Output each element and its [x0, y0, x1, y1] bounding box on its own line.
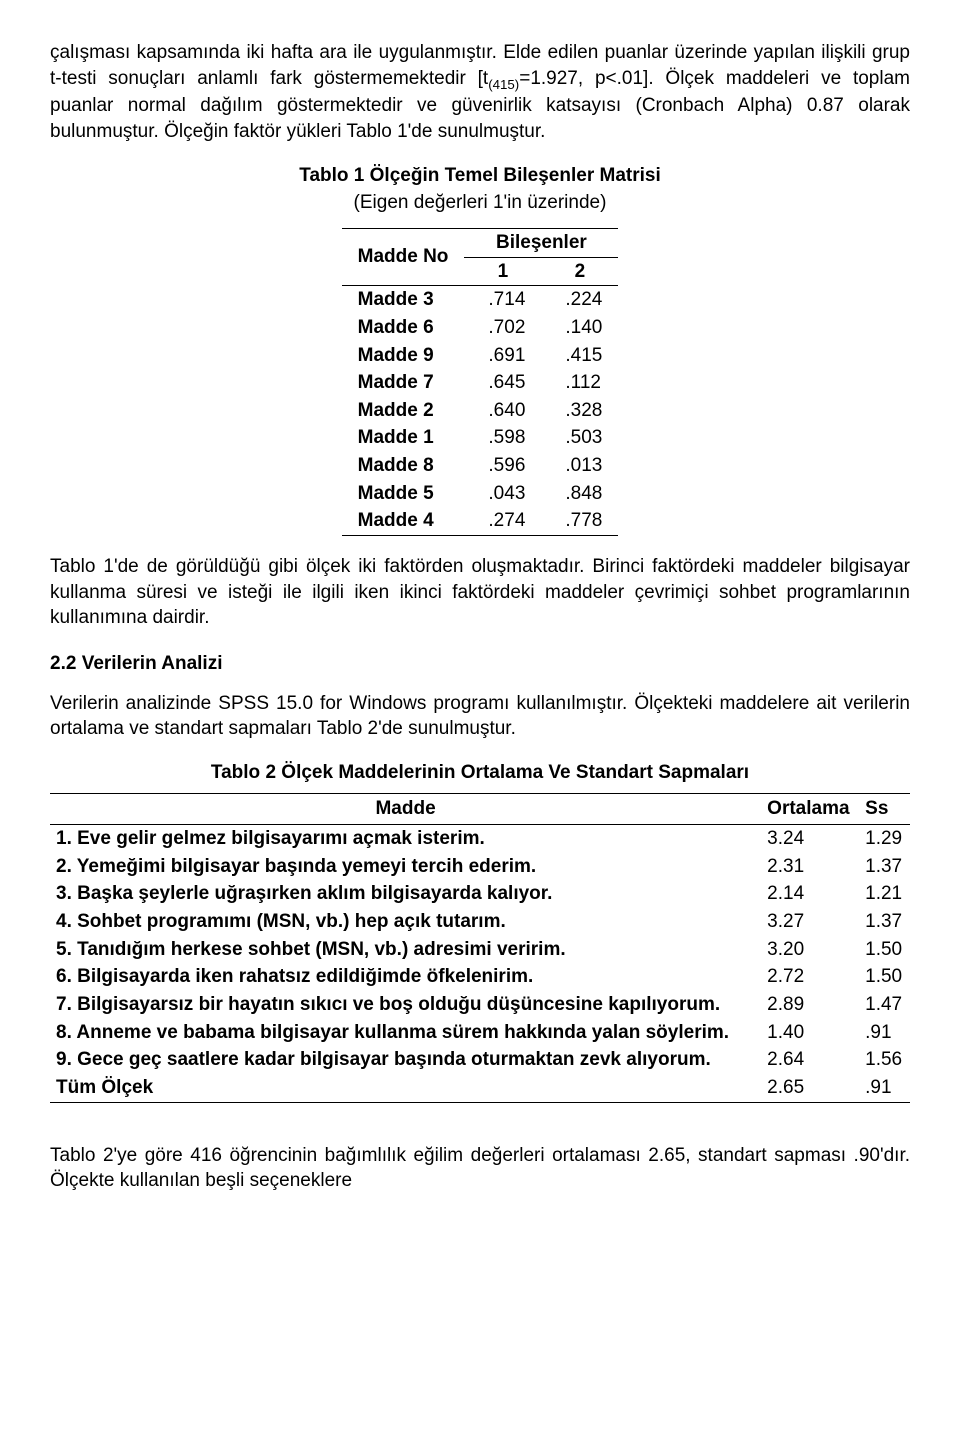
t2-item: 3. Başka şeylerle uğraşırken aklım bilgi… [50, 880, 761, 908]
t1-c2: 2 [541, 257, 618, 286]
t1-c1: 1 [464, 257, 541, 286]
t1-val1: .640 [464, 397, 541, 425]
t2-ort: 2.14 [761, 880, 859, 908]
t2-item: 4. Sohbet programımı (MSN, vb.) hep açık… [50, 908, 761, 936]
t2-ort: 3.27 [761, 908, 859, 936]
table1-title: Tablo 1 Ölçeğin Temel Bileşenler Matrisi [50, 163, 910, 189]
t1-val1: .274 [464, 507, 541, 535]
t1-val1: .714 [464, 286, 541, 314]
para2: Tablo 1'de de görüldüğü gibi ölçek iki f… [50, 554, 910, 631]
t2-ss: .91 [859, 1074, 910, 1102]
t1-item: Madde 1 [342, 424, 465, 452]
table1-row: Madde 9.691.415 [342, 342, 619, 370]
t1-val1: .596 [464, 452, 541, 480]
table1-subtitle: (Eigen değerleri 1'in üzerinde) [50, 190, 910, 216]
t2-ort: 2.64 [761, 1046, 859, 1074]
t1-h-biles: Bileşenler [464, 228, 618, 257]
t2-ss: 1.47 [859, 991, 910, 1019]
t1-item: Madde 4 [342, 507, 465, 535]
table2-row: 9. Gece geç saatlere kadar bilgisayar ba… [50, 1046, 910, 1074]
p1sub: (415) [488, 76, 519, 91]
t1-val1: .702 [464, 314, 541, 342]
t2-ort: 3.20 [761, 936, 859, 964]
t2-h-madde: Madde [50, 794, 761, 825]
t1-h-madde: Madde No [342, 228, 465, 285]
t2-item: 1. Eve gelir gelmez bilgisayarımı açmak … [50, 825, 761, 853]
t2-ss: 1.50 [859, 936, 910, 964]
t2-ss: 1.50 [859, 963, 910, 991]
t2-item: 2. Yemeğimi bilgisayar başında yemeyi te… [50, 853, 761, 881]
t2-h-ss: Ss [859, 794, 910, 825]
t2-ort: 2.65 [761, 1074, 859, 1102]
table1-row: Madde 1.598.503 [342, 424, 619, 452]
table2-row: 5. Tanıdığım herkese sohbet (MSN, vb.) a… [50, 936, 910, 964]
t1-val2: .848 [541, 480, 618, 508]
t2-item: 6. Bilgisayarda iken rahatsız edildiğimd… [50, 963, 761, 991]
table2-row: 8. Anneme ve babama bilgisayar kullanma … [50, 1019, 910, 1047]
table2-row: 6. Bilgisayarda iken rahatsız edildiğimd… [50, 963, 910, 991]
table2-row: 2. Yemeğimi bilgisayar başında yemeyi te… [50, 853, 910, 881]
t2-ort: 1.40 [761, 1019, 859, 1047]
t2-ss: 1.37 [859, 853, 910, 881]
t2-h-ort: Ortalama [761, 794, 859, 825]
table2-title: Tablo 2 Ölçek Maddelerinin Ortalama Ve S… [50, 760, 910, 786]
table1-row: Madde 5.043.848 [342, 480, 619, 508]
t2-ss: 1.21 [859, 880, 910, 908]
table1-row: Madde 2.640.328 [342, 397, 619, 425]
t1-val2: .224 [541, 286, 618, 314]
t2-ort: 2.31 [761, 853, 859, 881]
para3: Verilerin analizinde SPSS 15.0 for Windo… [50, 691, 910, 742]
table1-row: Madde 8.596.013 [342, 452, 619, 480]
t1-val1: .598 [464, 424, 541, 452]
t1-item: Madde 8 [342, 452, 465, 480]
section-heading: 2.2 Verilerin Analizi [50, 651, 910, 677]
t1-val2: .778 [541, 507, 618, 535]
t1-val2: .415 [541, 342, 618, 370]
t2-item: 9. Gece geç saatlere kadar bilgisayar ba… [50, 1046, 761, 1074]
table2-row: 7. Bilgisayarsız bir hayatın sıkıcı ve b… [50, 991, 910, 1019]
t1-val1: .043 [464, 480, 541, 508]
table2-row: 1. Eve gelir gelmez bilgisayarımı açmak … [50, 825, 910, 853]
t1-item: Madde 2 [342, 397, 465, 425]
t1-item: Madde 9 [342, 342, 465, 370]
t1-val2: .503 [541, 424, 618, 452]
t1-item: Madde 6 [342, 314, 465, 342]
table2: Madde Ortalama Ss 1. Eve gelir gelmez bi… [50, 793, 910, 1102]
table1-row: Madde 3.714.224 [342, 286, 619, 314]
table1: Madde No Bileşenler 1 2 Madde 3.714.224M… [342, 228, 619, 536]
t1-val2: .112 [541, 369, 618, 397]
t2-item: Tüm Ölçek [50, 1074, 761, 1102]
t2-ort: 3.24 [761, 825, 859, 853]
table2-row: Tüm Ölçek2.65.91 [50, 1074, 910, 1102]
t2-ss: 1.37 [859, 908, 910, 936]
para4: Tablo 2'ye göre 416 öğrencinin bağımlılı… [50, 1143, 910, 1194]
t2-ss: 1.56 [859, 1046, 910, 1074]
t2-item: 7. Bilgisayarsız bir hayatın sıkıcı ve b… [50, 991, 761, 1019]
table2-row: 3. Başka şeylerle uğraşırken aklım bilgi… [50, 880, 910, 908]
t2-ss: 1.29 [859, 825, 910, 853]
t1-val1: .691 [464, 342, 541, 370]
table1-row: Madde 4.274.778 [342, 507, 619, 535]
t2-ort: 2.72 [761, 963, 859, 991]
t2-ss: .91 [859, 1019, 910, 1047]
t1-item: Madde 3 [342, 286, 465, 314]
t1-item: Madde 7 [342, 369, 465, 397]
t1-val2: .140 [541, 314, 618, 342]
t1-val1: .645 [464, 369, 541, 397]
table1-row: Madde 6.702.140 [342, 314, 619, 342]
t1-val2: .013 [541, 452, 618, 480]
t2-item: 5. Tanıdığım herkese sohbet (MSN, vb.) a… [50, 936, 761, 964]
table1-row: Madde 7.645.112 [342, 369, 619, 397]
intro-paragraph: çalışması kapsamında iki hafta ara ile u… [50, 40, 910, 145]
t1-val2: .328 [541, 397, 618, 425]
t2-ort: 2.89 [761, 991, 859, 1019]
t1-item: Madde 5 [342, 480, 465, 508]
table2-row: 4. Sohbet programımı (MSN, vb.) hep açık… [50, 908, 910, 936]
t2-item: 8. Anneme ve babama bilgisayar kullanma … [50, 1019, 761, 1047]
